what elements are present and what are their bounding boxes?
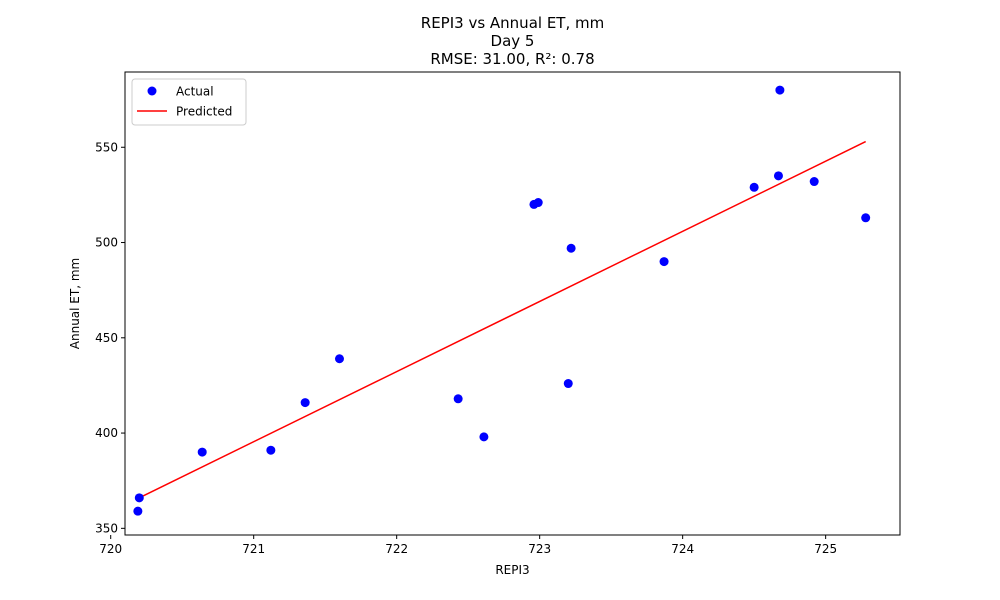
actual-point [300,398,310,408]
chart-title: REPI3 vs Annual ET, mm Day 5 RMSE: 31.00… [421,14,604,68]
x-tick-label: 724 [671,542,694,556]
actual-series [133,85,871,516]
x-tick-label: 723 [528,542,551,556]
x-axis: 720 721 722 723 724 725 [99,535,837,556]
legend-actual-label: Actual [176,85,214,99]
actual-point [749,182,759,192]
y-axis-label: Annual ET, mm [68,258,82,349]
legend-box [131,78,247,126]
plot-area [124,71,901,536]
actual-point [659,257,669,267]
y-tick-label: 400 [95,426,118,440]
actual-point [133,506,143,516]
actual-point [773,171,783,181]
actual-point [197,447,207,457]
y-tick-label: 450 [95,331,118,345]
actual-point [809,177,819,187]
actual-point [861,213,871,223]
y-tick-label: 550 [95,140,118,154]
actual-point [775,85,785,95]
x-tick-label: 720 [99,542,122,556]
x-tick-label: 721 [242,542,265,556]
actual-point [134,493,144,503]
actual-point [566,243,576,253]
predicted-line [138,140,867,499]
title-line-3: RMSE: 31.00, R²: 0.78 [430,50,594,68]
y-tick-label: 500 [95,236,118,250]
actual-point [533,198,543,208]
predicted-series [138,140,867,499]
actual-point [563,379,573,389]
x-tick-label: 725 [814,542,837,556]
actual-point [266,445,276,455]
actual-point [453,394,463,404]
legend-actual-marker [147,86,157,96]
x-tick-label: 722 [385,542,408,556]
title-line-2: Day 5 [491,32,535,50]
legend-predicted-label: Predicted [176,105,232,119]
y-tick-label: 350 [95,521,118,535]
x-axis-label: REPI3 [495,563,529,577]
y-axis: 350 400 450 500 550 [95,140,125,535]
title-line-1: REPI3 vs Annual ET, mm [421,14,604,32]
actual-point [479,432,489,442]
legend: Actual Predicted [131,78,247,126]
actual-point [334,354,344,364]
